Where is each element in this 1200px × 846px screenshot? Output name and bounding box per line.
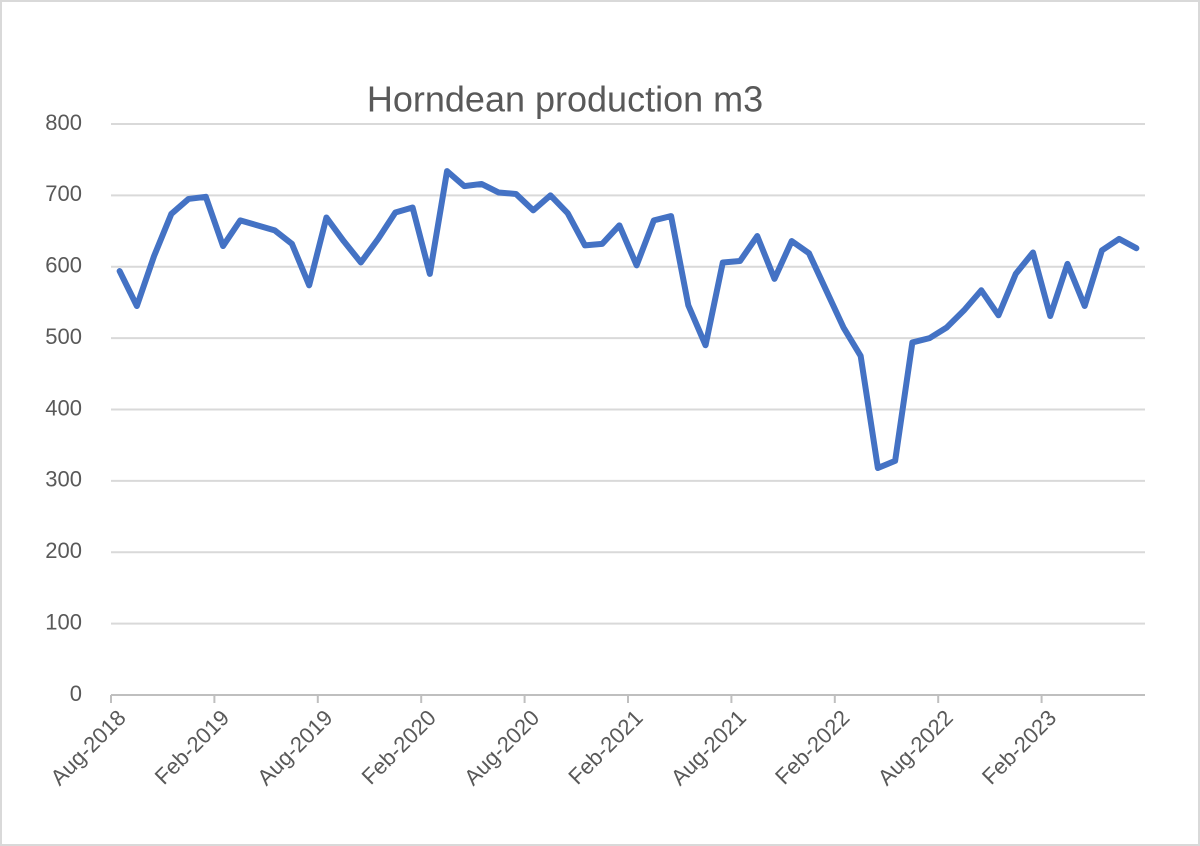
y-tick-label: 700 — [45, 181, 82, 206]
y-tick-label: 100 — [45, 609, 82, 634]
y-tick-label: 500 — [45, 324, 82, 349]
y-tick-label: 600 — [45, 253, 82, 278]
y-tick-label: 800 — [45, 110, 82, 135]
y-tick-label: 0 — [70, 681, 82, 706]
y-tick-label: 400 — [45, 395, 82, 420]
y-tick-label: 200 — [45, 538, 82, 563]
chart-title: Horndean production m3 — [367, 79, 763, 120]
y-tick-label: 300 — [45, 467, 82, 492]
series-line — [116, 168, 1140, 472]
